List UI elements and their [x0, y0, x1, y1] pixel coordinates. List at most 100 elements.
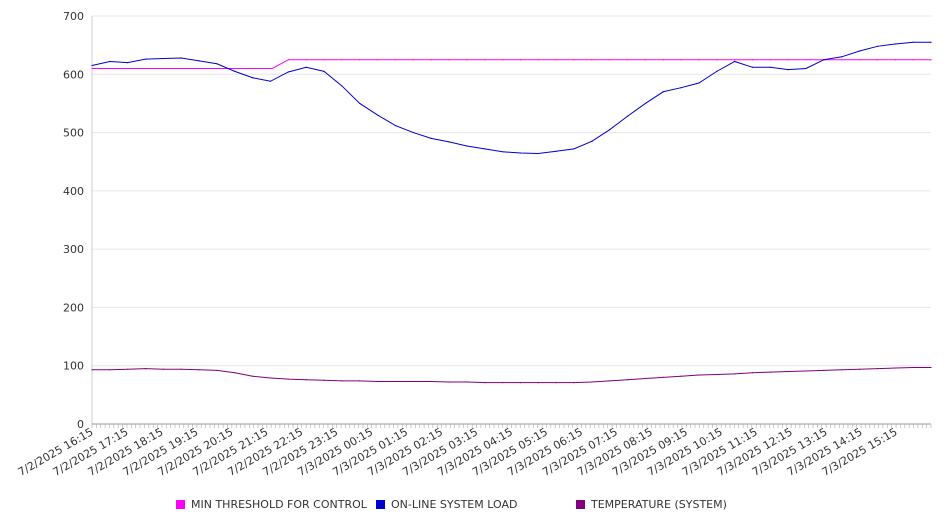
- data-point: [466, 145, 468, 147]
- data-point: [127, 67, 129, 70]
- data-point: [787, 370, 789, 373]
- data-point: [894, 59, 896, 61]
- data-point: [252, 375, 254, 377]
- data-point: [734, 59, 736, 61]
- data-point: [216, 369, 218, 371]
- legend-label-min-threshold: MIN THRESHOLD FOR CONTROL: [191, 498, 367, 511]
- data-point: [109, 67, 111, 70]
- data-point: [412, 131, 414, 134]
- data-point: [162, 57, 165, 60]
- data-point: [626, 59, 629, 61]
- data-point: [573, 148, 575, 150]
- data-point: [805, 59, 807, 61]
- data-point: [769, 66, 771, 68]
- data-point: [537, 59, 539, 61]
- legend-swatch-system-load: [376, 500, 385, 509]
- data-point: [377, 114, 379, 116]
- data-point: [109, 60, 111, 63]
- data-point: [252, 67, 254, 70]
- data-point: [680, 87, 682, 89]
- data-point: [448, 59, 450, 61]
- y-tick-label: 500: [63, 127, 84, 140]
- data-point: [394, 380, 397, 383]
- data-point: [823, 369, 825, 371]
- data-point: [377, 59, 379, 61]
- legend-swatch-temperature: [576, 500, 585, 509]
- data-point: [841, 59, 843, 61]
- data-point: [91, 64, 93, 67]
- data-point: [894, 43, 896, 45]
- y-tick-label: 0: [77, 418, 84, 431]
- data-point: [323, 59, 325, 61]
- data-point: [662, 376, 664, 378]
- data-point: [323, 70, 325, 72]
- data-point: [198, 369, 200, 371]
- data-point: [127, 62, 129, 64]
- data-point: [216, 67, 218, 70]
- y-tick-label: 600: [63, 68, 84, 81]
- legend: MIN THRESHOLD FOR CONTROL ON-LINE SYSTEM…: [0, 498, 946, 514]
- data-point: [484, 382, 486, 384]
- data-point: [644, 59, 646, 61]
- data-point: [162, 67, 165, 70]
- y-tick-label: 200: [63, 301, 84, 314]
- data-point: [144, 67, 147, 70]
- series-line: [92, 366, 931, 384]
- data-point: [912, 59, 914, 61]
- data-point: [591, 140, 593, 142]
- data-point: [127, 368, 129, 370]
- data-point: [466, 59, 468, 61]
- data-point: [501, 59, 504, 61]
- data-point: [930, 366, 932, 369]
- data-point: [394, 124, 397, 127]
- data-point: [448, 381, 450, 383]
- data-point: [162, 368, 165, 370]
- data-point: [876, 59, 879, 61]
- data-point: [341, 59, 343, 61]
- data-point: [912, 366, 914, 369]
- y-tick-label: 300: [63, 243, 84, 256]
- data-point: [287, 378, 289, 380]
- data-point: [252, 77, 254, 79]
- data-point: [841, 369, 843, 371]
- data-point: [305, 59, 307, 61]
- legend-item-system-load: ON-LINE SYSTEM LOAD: [376, 498, 517, 511]
- y-tick-label: 400: [63, 185, 84, 198]
- data-point: [751, 372, 754, 374]
- data-point: [894, 367, 896, 369]
- data-point: [591, 381, 593, 383]
- data-point: [466, 381, 468, 383]
- data-point: [858, 59, 861, 61]
- data-point: [876, 368, 879, 370]
- data-point: [341, 85, 343, 87]
- data-point: [716, 59, 718, 61]
- legend-label-system-load: ON-LINE SYSTEM LOAD: [391, 498, 518, 511]
- data-point: [216, 63, 218, 65]
- data-point: [858, 50, 861, 52]
- grid-layer: [92, 15, 931, 367]
- data-point: [805, 370, 807, 372]
- data-point: [912, 41, 914, 43]
- data-point: [573, 382, 575, 384]
- data-point: [662, 91, 664, 93]
- data-point: [716, 373, 718, 376]
- data-point: [823, 59, 825, 61]
- data-point: [448, 141, 450, 143]
- data-point: [662, 59, 664, 61]
- data-point: [305, 379, 307, 381]
- data-point: [198, 60, 200, 62]
- data-point: [412, 380, 414, 383]
- data-point: [680, 375, 682, 377]
- data-point: [359, 102, 361, 105]
- data-point: [555, 150, 557, 152]
- data-point: [734, 60, 736, 63]
- data-point: [305, 66, 307, 68]
- data-point: [734, 373, 736, 375]
- data-point: [269, 80, 272, 82]
- data-point: [484, 59, 486, 61]
- data-point: [234, 67, 236, 70]
- data-point: [501, 382, 504, 384]
